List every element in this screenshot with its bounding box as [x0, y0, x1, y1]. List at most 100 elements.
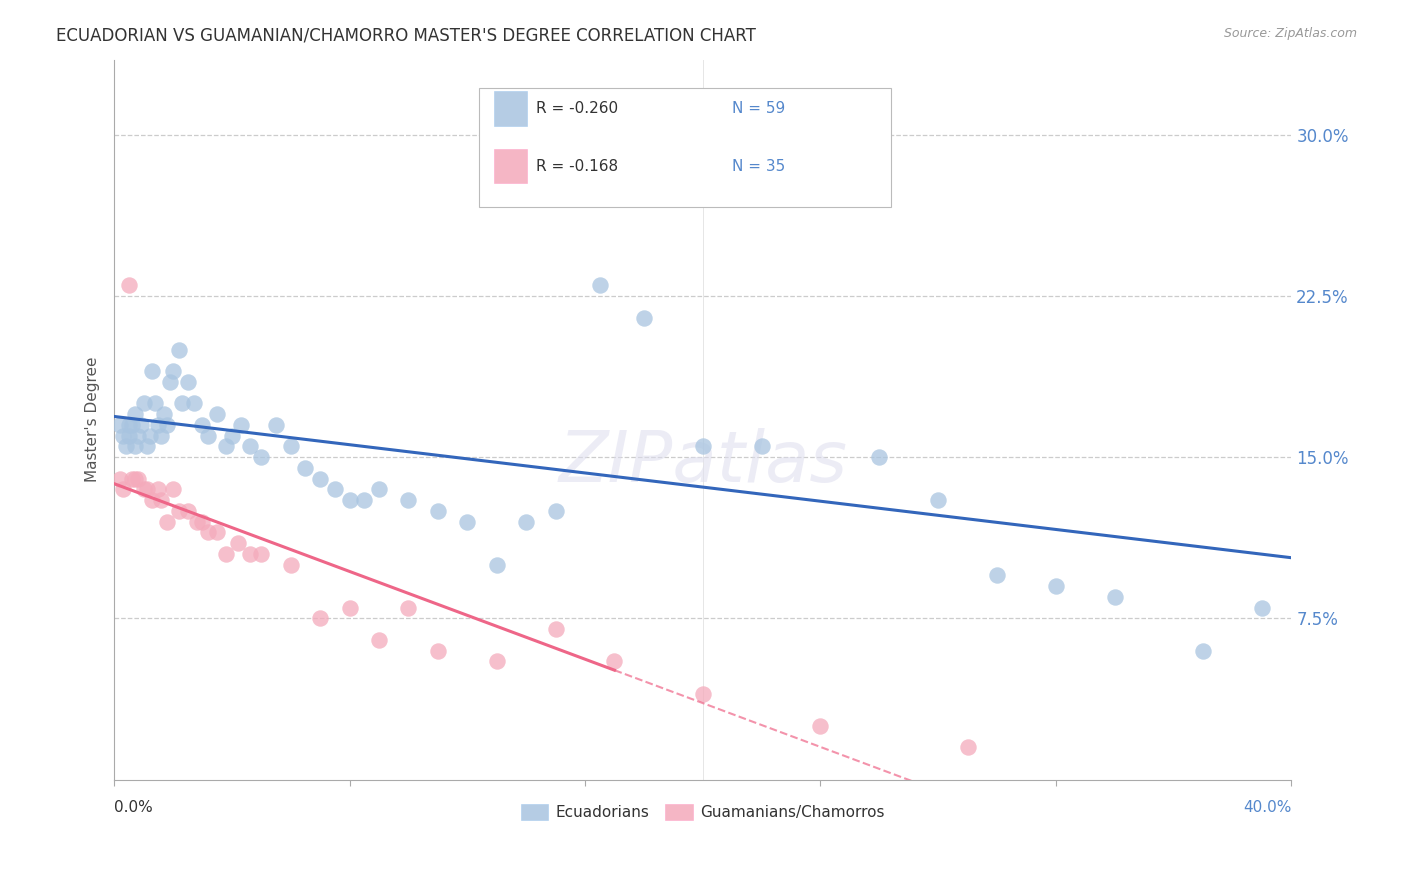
Point — [121, 417, 143, 432]
Point — [515, 515, 537, 529]
Point — [162, 364, 184, 378]
Point — [810, 719, 832, 733]
Point — [868, 450, 890, 465]
Point — [197, 428, 219, 442]
Point — [141, 364, 163, 378]
Point — [221, 428, 243, 442]
Point — [111, 483, 134, 497]
Point — [215, 440, 238, 454]
Point — [121, 472, 143, 486]
Point — [238, 547, 260, 561]
Y-axis label: Master's Degree: Master's Degree — [86, 357, 100, 483]
Point — [810, 160, 832, 174]
Point — [183, 396, 205, 410]
Point — [205, 407, 228, 421]
Point — [205, 525, 228, 540]
Point — [197, 525, 219, 540]
Point — [215, 547, 238, 561]
Point — [1045, 579, 1067, 593]
Point — [177, 375, 200, 389]
Point — [167, 343, 190, 357]
Point — [148, 483, 170, 497]
Text: 40.0%: 40.0% — [1243, 800, 1291, 814]
Text: ZIPatlas: ZIPatlas — [558, 428, 848, 498]
Text: R = -0.168: R = -0.168 — [536, 159, 617, 174]
Point — [1251, 600, 1274, 615]
Point — [129, 417, 152, 432]
Point — [986, 568, 1008, 582]
Point — [927, 493, 949, 508]
Text: Source: ZipAtlas.com: Source: ZipAtlas.com — [1223, 27, 1357, 40]
Point — [294, 461, 316, 475]
Point — [692, 687, 714, 701]
Text: R = -0.260: R = -0.260 — [536, 101, 617, 116]
Point — [127, 428, 149, 442]
Point — [118, 417, 141, 432]
Point — [309, 611, 332, 625]
Point — [124, 407, 146, 421]
Point — [145, 396, 167, 410]
Point — [124, 472, 146, 486]
Text: ECUADORIAN VS GUAMANIAN/CHAMORRO MASTER'S DEGREE CORRELATION CHART: ECUADORIAN VS GUAMANIAN/CHAMORRO MASTER'… — [56, 27, 756, 45]
Point — [111, 428, 134, 442]
Point — [167, 504, 190, 518]
Point — [339, 493, 361, 508]
Point — [127, 472, 149, 486]
Point — [124, 440, 146, 454]
Point — [135, 440, 157, 454]
Point — [132, 396, 155, 410]
FancyBboxPatch shape — [495, 91, 527, 126]
Point — [108, 417, 131, 432]
Point — [250, 450, 273, 465]
Point — [118, 428, 141, 442]
Point — [426, 504, 449, 518]
Point — [115, 440, 138, 454]
Point — [485, 654, 508, 668]
FancyBboxPatch shape — [495, 149, 527, 184]
Point — [191, 417, 214, 432]
Legend: Ecuadorians, Guamanians/Chamorros: Ecuadorians, Guamanians/Chamorros — [515, 797, 891, 826]
Text: 0.0%: 0.0% — [114, 800, 153, 814]
Point — [692, 440, 714, 454]
Point — [162, 483, 184, 497]
Point — [177, 504, 200, 518]
Point — [544, 504, 567, 518]
Point — [229, 417, 252, 432]
Point — [186, 515, 208, 529]
Point — [603, 654, 626, 668]
Point — [118, 278, 141, 293]
Point — [1104, 590, 1126, 604]
Point — [398, 493, 420, 508]
Point — [280, 440, 302, 454]
Point — [135, 483, 157, 497]
Text: N = 59: N = 59 — [733, 101, 786, 116]
Point — [280, 558, 302, 572]
Point — [353, 493, 375, 508]
Point — [264, 417, 287, 432]
Point — [368, 483, 391, 497]
Point — [191, 515, 214, 529]
Point — [156, 417, 179, 432]
Point — [226, 536, 249, 550]
Point — [956, 740, 979, 755]
Point — [1192, 643, 1215, 657]
Point — [485, 558, 508, 572]
Point — [309, 472, 332, 486]
Point — [250, 547, 273, 561]
Point — [426, 643, 449, 657]
Text: N = 35: N = 35 — [733, 159, 786, 174]
Point — [108, 472, 131, 486]
Point — [456, 515, 478, 529]
Point — [368, 632, 391, 647]
Point — [339, 600, 361, 615]
Point — [159, 375, 181, 389]
Point — [751, 440, 773, 454]
Point — [150, 428, 173, 442]
FancyBboxPatch shape — [479, 88, 891, 207]
Point — [156, 515, 179, 529]
Point — [238, 440, 260, 454]
Point — [138, 428, 160, 442]
Point — [589, 278, 612, 293]
Point — [150, 493, 173, 508]
Point — [323, 483, 346, 497]
